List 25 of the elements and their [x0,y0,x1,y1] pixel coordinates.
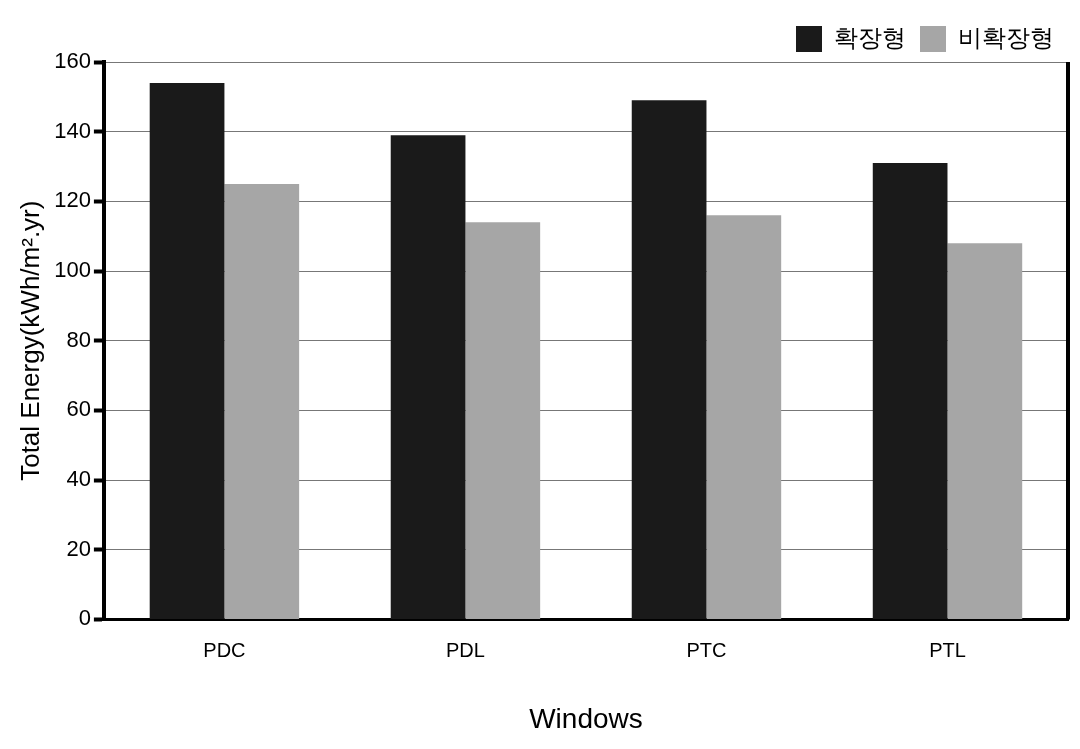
x-tick-label: PTC [686,638,727,661]
bar [872,163,948,619]
legend-label: 비확장형 [958,23,1054,51]
y-tick-label: 100 [54,257,91,283]
y-tick-label: 120 [54,187,91,213]
x-tick-label: PDL [445,638,485,661]
y-tick-label: 140 [54,117,91,143]
bar [631,100,707,619]
y-tick-label: 20 [66,535,91,561]
x-tick-label: PTL [929,638,966,661]
bar [149,82,225,619]
y-tick-label: 0 [78,605,91,631]
x-tick-label: PDC [203,638,246,661]
y-tick-label: 40 [66,466,91,492]
y-tick-label: 160 [54,48,91,74]
bar [390,135,466,619]
bar [947,243,1023,619]
y-axis-title: Total Energy(kWh/m².yr) [14,200,45,481]
x-axis-title: Windows [529,702,643,734]
y-tick-label: 60 [66,396,91,422]
bar [465,222,541,619]
legend-label: 확장형 [834,23,906,51]
bar [224,183,300,619]
bar [706,215,782,619]
y-tick-label: 80 [66,326,91,352]
